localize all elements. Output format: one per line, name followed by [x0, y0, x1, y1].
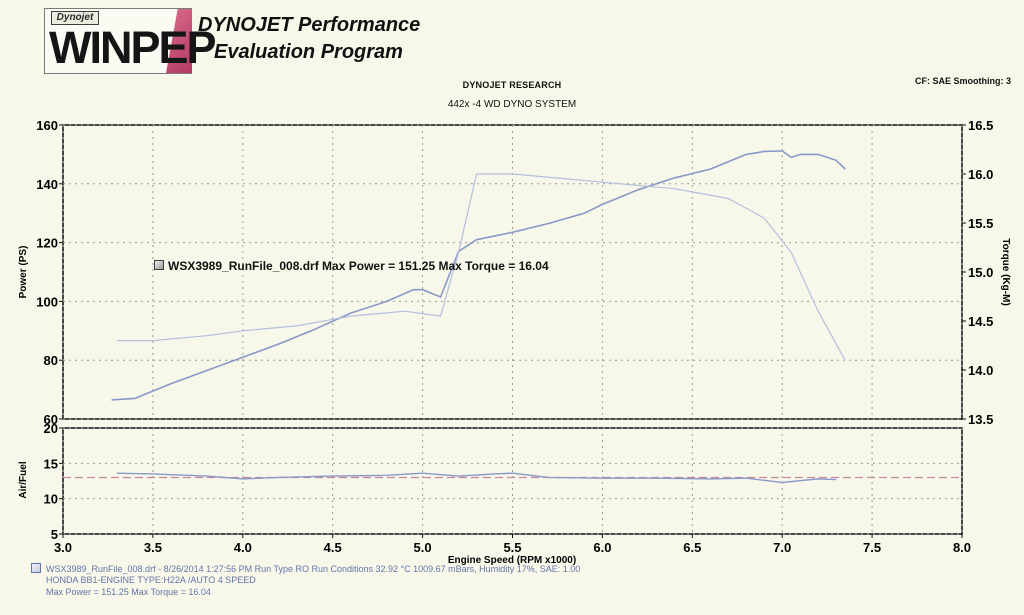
power-tick-label-1: 80	[44, 353, 58, 368]
correction-info: CF: SAE Smoothing: 3	[915, 76, 1011, 86]
x-axis-label: Engine Speed (RPM x1000)	[448, 555, 576, 566]
power-curve	[111, 150, 846, 401]
torque-curve	[116, 173, 846, 361]
x-tick-label-1: 3.5	[144, 540, 162, 555]
afr-tick-label-0: 5	[51, 527, 58, 542]
footer-marker	[31, 563, 41, 573]
afr-ticks: 5 10 15 20	[44, 421, 63, 542]
power-tick-label-2: 100	[36, 294, 58, 309]
torque-tick-label-0: 13.5	[968, 412, 993, 427]
power-torque-chart: 60 80 100 120 140 160 13.5 14.0 14.5 15.0 15.5 16.…	[18, 118, 1011, 427]
afr-series	[116, 472, 837, 484]
footer-max-values: Max Power = 151.25 Max Torque = 16.04	[46, 587, 211, 597]
research-label: DYNOJET RESEARCH	[462, 80, 562, 90]
torque-tick-label-3: 15.0	[968, 265, 993, 280]
x-tick-label-10: 8.0	[953, 540, 971, 555]
x-tick-label-8: 7.0	[773, 540, 791, 555]
afr-tick-label-3: 20	[44, 421, 58, 436]
x-tick-label-2: 4.0	[234, 540, 252, 555]
torque-axis-label: Torque (Kg-M)	[1000, 238, 1011, 306]
x-tick-label-4: 5.0	[414, 540, 432, 555]
winpep-logo: Dynojet WINPEP	[44, 8, 217, 74]
power-axis-label: Power (PS)	[18, 246, 29, 299]
x-tick-label-6: 6.0	[593, 540, 611, 555]
power-torque-series	[111, 150, 846, 401]
afr-curve	[116, 472, 837, 484]
power-tick-label-0: 60	[44, 412, 58, 427]
power-tick-label-5: 160	[36, 118, 58, 133]
afr-tick-label-2: 15	[44, 456, 58, 471]
x-tick-label-3: 4.5	[324, 540, 342, 555]
x-tick-label-7: 6.5	[683, 540, 701, 555]
torque-tick-label-6: 16.5	[968, 118, 993, 133]
legend-text: WSX3989_RunFile_008.drf Max Power = 151.…	[168, 259, 549, 273]
footer-engine-info: HONDA BB1-ENGINE TYPE:H22A /AUTO 4 SPEED	[46, 575, 256, 585]
brand-title: DYNOJET Performance	[198, 14, 421, 36]
x-tick-label-9: 7.5	[863, 540, 881, 555]
afr-tick-label-1: 10	[44, 492, 58, 507]
torque-tick-label-5: 16.0	[968, 167, 993, 182]
brand-subtitle: Evaluation Program	[214, 41, 403, 63]
x-axis-ticks: 3.0 3.5 4.0 4.5 5.0 5.5 6.0 6.5 7.0 7.5 8.0	[54, 534, 971, 555]
afr-axis-label: Air/Fuel	[18, 461, 29, 498]
air-fuel-chart: 5 10 15 20 Air/Fuel	[18, 421, 963, 542]
power-tick-label-3: 120	[36, 236, 58, 251]
x-tick-label-0: 3.0	[54, 540, 72, 555]
logo-small-text: Dynojet	[51, 11, 99, 25]
power-tick-label-4: 140	[36, 177, 58, 192]
torque-tick-label-1: 14.0	[968, 363, 993, 378]
system-label: 442x -4 WD DYNO SYSTEM	[447, 99, 577, 110]
footer-run-info: WSX3989_RunFile_008.drf - 8/26/2014 1:27…	[46, 564, 581, 574]
x-tick-label-5: 5.5	[503, 540, 521, 555]
power-ticks: 60 80 100 120 140 160	[36, 118, 63, 427]
torque-tick-label-4: 15.5	[968, 216, 993, 231]
logo-main-text: WINPEP	[49, 22, 217, 73]
afr-gridlines	[62, 427, 963, 535]
torque-tick-label-2: 14.5	[968, 314, 993, 329]
legend-marker	[154, 260, 164, 270]
torque-ticks: 13.5 14.0 14.5 15.0 15.5 16.0 16.5	[962, 118, 993, 427]
